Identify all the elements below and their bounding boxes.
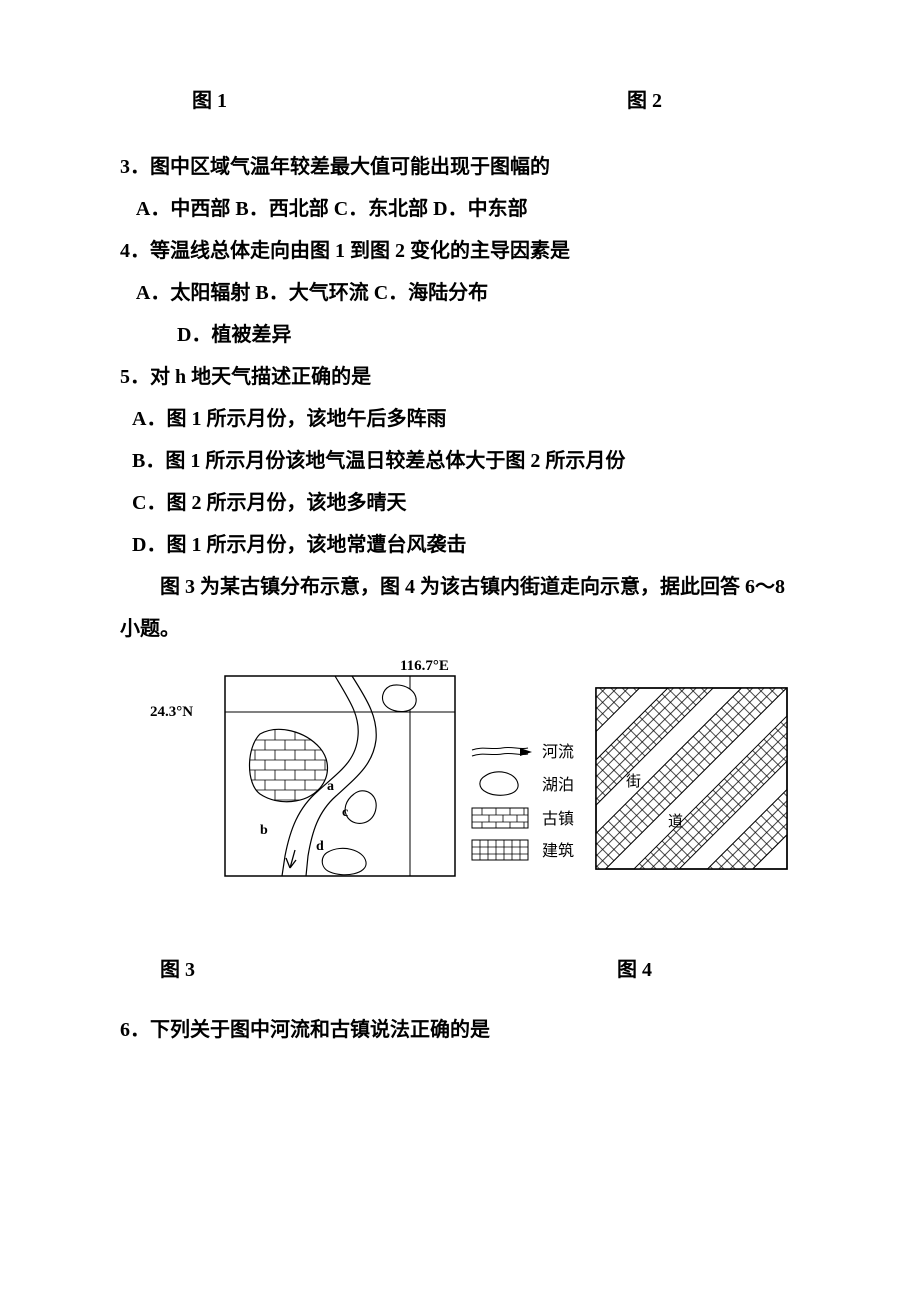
fig1-label: 图 1: [192, 80, 227, 122]
q6-number: 6．: [120, 1019, 150, 1041]
lake-c: [345, 791, 376, 824]
intro-text: 图 3 为某古镇分布示意，图 4 为该古镇内街道走向示意，据此回答 6～8 小题…: [120, 566, 800, 650]
q4-stem: 4．等温线总体走向由图 1 到图 2 变化的主导因素是: [120, 230, 800, 272]
q3-opt-a: A．中西部: [136, 198, 230, 220]
lat-label: 24.3°N: [150, 704, 193, 720]
fig3-label: 图 3: [160, 949, 195, 991]
pt-d: d: [316, 839, 324, 854]
q4-options-line2: D．植被差异: [120, 314, 800, 356]
q4-opt-d: D．植被差异: [177, 324, 291, 346]
q4-text: 等温线总体走向由图 1 到图 2 变化的主导因素是: [150, 240, 570, 262]
q4-opt-c: C．海陆分布: [374, 282, 488, 304]
q3-number: 3．: [120, 156, 150, 178]
fig2-label: 图 2: [627, 80, 662, 122]
q6-stem: 6．下列关于图中河流和古镇说法正确的是: [120, 1009, 800, 1051]
q4-options-line1: A．太阳辐射 B．大气环流 C．海陆分布: [120, 272, 800, 314]
q5-stem: 5．对 h 地天气描述正确的是: [120, 356, 800, 398]
flow-arrow: [286, 850, 296, 868]
q5-number: 5．: [120, 366, 150, 388]
figure-labels-row-2: 图 3 图 4: [120, 949, 800, 991]
q3-stem: 3．图中区域气温年较差最大值可能出现于图幅的: [120, 146, 800, 188]
lake-1: [383, 685, 417, 712]
pt-b: b: [260, 823, 268, 838]
figure-4: 街 道: [594, 686, 789, 886]
lon-label: 116.7°E: [400, 658, 449, 674]
fig4-label: 图 4: [617, 949, 652, 991]
legend-river-label: 河流: [542, 743, 574, 761]
q5-opt-b: B．图 1 所示月份该地气温日较差总体大于图 2 所示月份: [120, 440, 800, 482]
q6-text: 下列关于图中河流和古镇说法正确的是: [150, 1019, 490, 1041]
q3-opt-c: C．东北部: [334, 198, 428, 220]
q5-opt-d: D．图 1 所示月份，该地常遭台风袭击: [120, 524, 800, 566]
q3-text: 图中区域气温年较差最大值可能出现于图幅的: [150, 156, 550, 178]
legend-town-icon: [472, 808, 528, 828]
q4-number: 4．: [120, 240, 150, 262]
q3-options-line1: A．中西部 B．西北部 C．东北部 D．中东部: [120, 188, 800, 230]
figure-row: 116.7°E 24.3°N: [120, 656, 800, 901]
legend-town-label: 古镇: [542, 810, 574, 828]
lake-2: [322, 848, 366, 874]
q5-opt-a: A．图 1 所示月份，该地午后多阵雨: [120, 398, 800, 440]
q3-opt-b: B．西北部: [235, 198, 328, 220]
legend: 河流 湖泊 古镇: [472, 743, 574, 860]
q4-opt-b: B．大气环流: [255, 282, 368, 304]
legend-lake-icon: [480, 772, 518, 795]
fig4-street-label-1: 街: [626, 773, 641, 790]
ancient-town-shape: [240, 729, 335, 801]
q3-opt-d: D．中东部: [433, 198, 527, 220]
legend-river-icon: [472, 747, 528, 750]
q5-text: 对 h 地天气描述正确的是: [150, 366, 371, 388]
q4-opt-a: A．太阳辐射: [136, 282, 250, 304]
fig4-street-label-2: 道: [668, 813, 683, 830]
legend-building-label: 建筑: [542, 842, 574, 860]
legend-building-icon: [472, 840, 528, 860]
figure-3: 116.7°E 24.3°N: [120, 656, 580, 901]
figure-labels-row-1: 图 1 图 2: [120, 80, 800, 122]
q5-opt-c: C．图 2 所示月份，该地多晴天: [120, 482, 800, 524]
pt-c: c: [342, 805, 348, 820]
legend-lake-label: 湖泊: [542, 776, 574, 794]
pt-a: a: [327, 779, 334, 794]
